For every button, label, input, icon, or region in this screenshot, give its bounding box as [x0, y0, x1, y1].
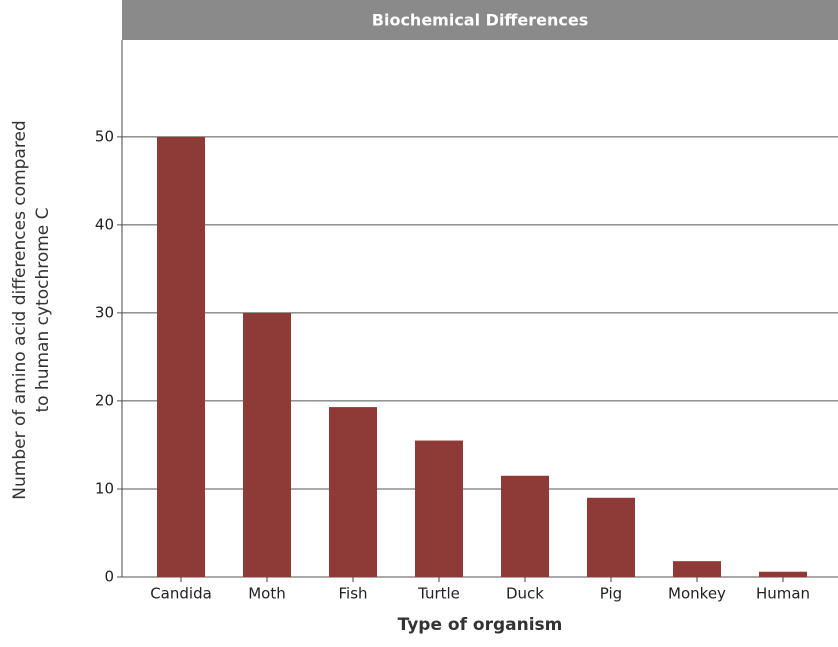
bar [415, 441, 463, 577]
y-axis-label: Number of amino acid differences compare… [10, 120, 30, 499]
bar [759, 572, 807, 577]
x-tick-label: Fish [338, 585, 367, 603]
bar [587, 498, 635, 577]
y-tick-label: 0 [104, 568, 114, 586]
x-tick-label: Candida [150, 585, 212, 603]
bar [501, 476, 549, 577]
y-tick-label: 10 [95, 479, 114, 497]
bar [243, 313, 291, 577]
x-tick-label: Moth [248, 585, 286, 603]
bar [157, 137, 205, 577]
x-tick-label: Duck [506, 585, 544, 603]
bar [329, 407, 377, 577]
x-tick-label: Turtle [417, 585, 460, 603]
chart-title: Biochemical Differences [372, 11, 588, 30]
x-tick-label: Monkey [668, 585, 726, 603]
x-tick-label: Human [756, 585, 810, 603]
y-tick-label: 20 [95, 391, 114, 409]
chart: Biochemical Differences Type of organism… [0, 0, 838, 643]
y-axis-label: to human cytochrome C [33, 207, 53, 412]
y-tick-label: 50 [95, 127, 114, 145]
y-tick-label: 30 [95, 303, 114, 321]
y-tick-label: 40 [95, 215, 114, 233]
x-tick-label: Pig [600, 585, 622, 603]
bar [673, 561, 721, 577]
x-axis-label: Type of organism [398, 615, 563, 635]
